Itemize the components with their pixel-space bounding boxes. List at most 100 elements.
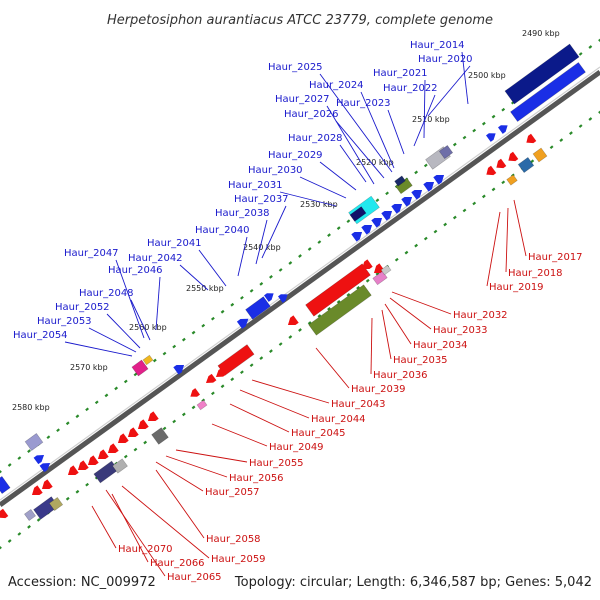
gene-label[interactable]: Haur_2038 [215,208,270,219]
gene-label[interactable]: Haur_2048 [79,288,134,299]
tick-mark [191,330,196,335]
tick-mark [578,52,583,56]
tick-mark [336,300,341,304]
label-leader-line [91,505,117,549]
tick-mark [404,250,409,255]
gene-arrow [381,210,393,221]
gene-label[interactable]: Haur_2035 [393,355,448,366]
tick-mark [143,440,148,445]
gene-label[interactable]: Haur_2030 [248,165,303,176]
label-leader-line [461,51,469,105]
label-leader-line [360,91,395,169]
tick-mark [423,163,428,168]
tick-mark [501,107,506,112]
tick-mark [385,191,390,196]
gene-label[interactable]: Haur_2040 [195,225,250,236]
gene-arrow [147,411,159,422]
label-leader-line [115,259,145,339]
gene-label[interactable]: Haur_2043 [331,399,386,410]
gene-label[interactable]: Haur_2047 [64,248,119,259]
label-leader-line [130,299,151,341]
feature-track [0,43,586,522]
gene-label[interactable]: Haur_2037 [234,194,289,205]
gene-label[interactable]: Haur_2046 [108,265,163,276]
tick-mark [27,449,31,453]
gene-label-group: Haur_2014 Haur_2020 Haur_2021 Haur_2022 Haur… [13,40,583,583]
gene-label[interactable]: Haur_2059 [211,554,266,565]
label-leader-line [211,423,268,447]
gene-label[interactable]: Haur_2031 [228,180,283,191]
gene-label[interactable]: Haur_2065 [167,572,222,583]
gene-label[interactable]: Haur_2014 [410,40,465,51]
gene-label[interactable]: Haur_2026 [284,109,339,120]
tick-mark [85,482,90,487]
gene-block [196,399,208,411]
gene-label[interactable]: Haur_2019 [489,282,544,293]
gene-label[interactable]: Haur_2049 [269,442,324,453]
tick-mark [472,128,477,133]
tick-mark [569,131,573,135]
gene-label[interactable]: Haur_2052 [55,302,110,313]
tick-mark [56,428,60,433]
gene-label[interactable]: Haur_2021 [373,68,428,79]
gene-label[interactable]: Haur_2058 [206,534,261,545]
tick-mark [191,405,196,410]
label-leader-line [384,303,412,345]
gene-label[interactable]: Haur_2024 [309,80,364,91]
gene-block [517,157,535,173]
gene-label[interactable]: Haur_2027 [275,94,330,105]
label-leader-line [251,379,330,404]
tick-mark [578,124,583,128]
gene-label[interactable]: Haur_2045 [291,428,346,439]
gene-arrow [486,133,496,142]
gene-label[interactable]: Haur_2022 [383,83,438,94]
gene-label[interactable]: Haur_2020 [418,54,473,65]
gene-label[interactable]: Haur_2042 [128,253,183,264]
gene-label[interactable]: Haur_2017 [528,252,583,263]
tick-mark [36,518,41,522]
gene-block-large [305,263,371,317]
tick-mark [0,546,2,550]
tick-mark [423,236,428,241]
gene-label[interactable]: Haur_2044 [311,414,366,425]
gene-label[interactable]: Haur_2056 [229,473,284,484]
tick-mark [75,414,80,419]
gene-label[interactable]: Haur_2028 [288,133,343,144]
tick-mark [559,138,564,142]
gene-label[interactable]: Haur_2039 [351,384,406,395]
gene-label[interactable]: Haur_2033 [433,325,488,336]
gene-label[interactable]: Haur_2018 [508,268,563,279]
gene-label[interactable]: Haur_2070 [118,544,173,555]
gene-arrow [97,449,109,460]
tick-mark [7,463,12,467]
gene-label[interactable]: Haur_2032 [453,310,508,321]
tick-mark [491,114,496,119]
gene-label[interactable]: Haur_2055 [249,458,304,469]
label-leader-line [155,469,205,539]
gene-block [380,264,392,276]
tick-mark [220,384,225,389]
gene-label[interactable]: Haur_2036 [373,370,428,381]
gene-block [112,458,128,474]
tick-mark [249,363,254,368]
tick-mark [7,539,12,543]
gene-arrow [486,165,497,176]
tick-mark [327,307,331,311]
tick-label: 2510 kbp [412,115,450,124]
tick-mark [220,309,225,314]
gene-label[interactable]: Haur_2023 [336,98,391,109]
gene-label[interactable]: Haur_2066 [150,558,205,569]
gene-label[interactable]: Haur_2041 [147,238,202,249]
label-leader-line [326,105,375,185]
gene-label[interactable]: Haur_2054 [13,330,68,341]
gene-label[interactable]: Haur_2057 [205,487,260,498]
gene-label[interactable]: Haur_2029 [268,150,323,161]
gene-label[interactable]: Haur_2025 [268,62,323,73]
gene-label[interactable]: Haur_2034 [413,340,468,351]
gene-block [24,433,44,451]
label-leader-line [335,120,385,179]
label-leader-line [505,207,509,273]
gene-label[interactable]: Haur_2053 [37,316,92,327]
gene-arrow [31,485,43,496]
